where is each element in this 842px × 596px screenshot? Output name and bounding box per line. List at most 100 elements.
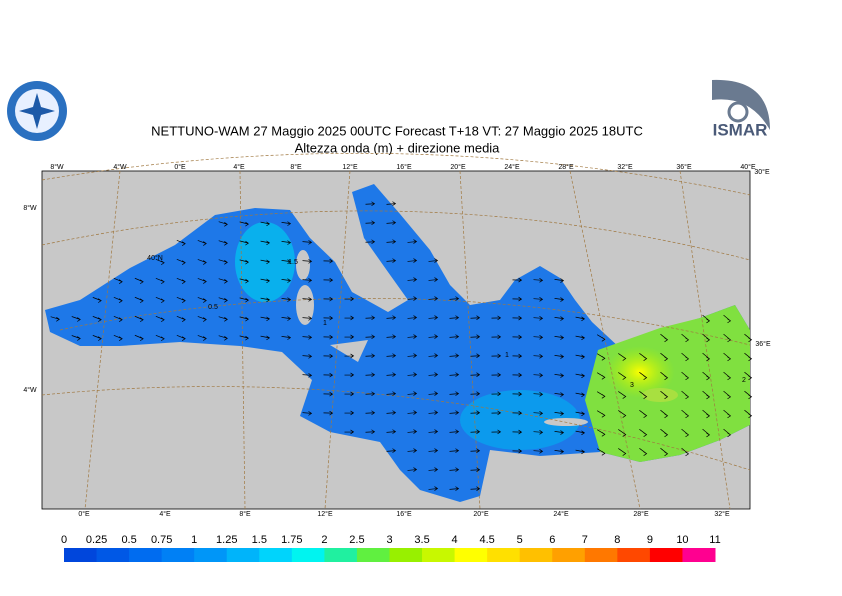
contour-label: 0.5 <box>208 304 218 311</box>
wave-arrow <box>554 373 565 378</box>
wave-arrow <box>554 354 565 359</box>
colorbar-label: 7 <box>582 534 588 546</box>
wave-arrow <box>407 353 418 358</box>
wave-arrow <box>470 429 481 435</box>
wave-arrow <box>512 296 523 302</box>
wave-arrow <box>449 486 460 491</box>
wave-arrow <box>681 390 690 400</box>
colorbar-swatch <box>194 548 228 562</box>
wave-arrow <box>660 352 669 362</box>
wave-arrow <box>596 448 606 456</box>
wave-arrow <box>365 391 376 397</box>
wave-arrow <box>428 258 439 263</box>
wave-arrow <box>344 315 355 321</box>
wave-arrow <box>512 315 523 321</box>
wave-arrow <box>428 353 439 358</box>
wave-arrow <box>386 239 397 244</box>
lon-label: 4°W <box>23 386 37 394</box>
colorbar-label: 0.75 <box>151 534 172 546</box>
lon-label: 16°E <box>396 510 412 518</box>
wave-arrow <box>575 335 586 341</box>
wave-arrow <box>533 373 544 378</box>
wave-arrow <box>407 239 418 244</box>
contour-label: 2 <box>742 377 746 384</box>
wave-arrow <box>344 391 355 397</box>
wave-arrow <box>491 410 502 416</box>
wave-arrow <box>302 411 313 416</box>
wave-arrow <box>660 447 669 457</box>
wave-arrow <box>428 277 439 282</box>
wave-arrow <box>344 429 355 435</box>
lon-label: 16°E <box>396 163 412 171</box>
colorbar-swatch <box>64 548 98 562</box>
wave-arrow <box>239 278 249 284</box>
wave-arrow <box>113 315 123 323</box>
wave-arrow <box>260 240 271 246</box>
wave-arrow <box>596 372 606 380</box>
wave-arrow <box>428 486 439 491</box>
wave-arrow <box>575 449 586 455</box>
lon-label: 36°E <box>755 340 771 348</box>
wave-arrow <box>407 448 418 453</box>
wave-arrow <box>260 259 271 265</box>
wave-arrow <box>470 410 481 416</box>
wave-arrow <box>554 411 565 416</box>
wave-arrow <box>575 392 586 398</box>
wave-arrow <box>218 221 228 227</box>
wave-arrow <box>302 335 313 340</box>
graticule <box>41 152 751 196</box>
wave-arrow <box>197 335 207 341</box>
wave-arrow <box>449 353 460 358</box>
colorbar-swatch <box>422 548 456 562</box>
colorbar-swatch <box>649 548 683 562</box>
wave-arrow <box>323 258 334 264</box>
wave-arrow <box>596 410 606 418</box>
wave-arrow <box>744 390 753 400</box>
colorbar-label: 0.5 <box>121 534 136 546</box>
wave-arrow <box>113 277 123 285</box>
lon-label: 8°W <box>23 204 37 212</box>
wave-arrow <box>365 372 376 378</box>
colorbar-swatch <box>226 548 260 562</box>
lon-label: 20°E <box>450 163 466 171</box>
wave-arrow <box>218 278 228 284</box>
wave-arrow <box>639 353 648 361</box>
wave-arrow <box>449 448 460 453</box>
wave-arrow <box>302 240 313 245</box>
wave-arrow <box>554 297 565 302</box>
wave-arrow <box>239 335 249 341</box>
wave-arrow <box>323 410 334 416</box>
wave-arrow <box>449 467 460 472</box>
wave-arrow <box>71 335 81 341</box>
wave-arrow <box>386 391 397 396</box>
wave-arrow <box>744 409 753 419</box>
lon-label: 8°E <box>290 163 302 171</box>
wave-arrow <box>155 277 165 285</box>
wave-arrow <box>134 277 144 285</box>
wave-arrow <box>50 316 60 322</box>
wave-arrow <box>344 410 355 416</box>
lon-label: 12°E <box>317 510 333 518</box>
graticule <box>41 210 751 261</box>
wave-arrow <box>491 391 502 397</box>
colorbar-swatch <box>324 548 358 562</box>
wave-arrow <box>218 297 228 303</box>
wave-arrow <box>155 258 165 266</box>
wave-arrow <box>428 334 439 339</box>
wave-arrow <box>428 296 439 301</box>
wave-arrow <box>323 353 334 359</box>
wave-arrow <box>723 390 732 400</box>
colorbar-label: 2 <box>321 534 327 546</box>
wave-arrow <box>618 410 627 418</box>
wave-arrow <box>533 278 544 283</box>
wave-arrow <box>281 240 292 245</box>
wave-arrow <box>365 410 376 416</box>
wave-arrow <box>407 334 418 339</box>
wave-arrow <box>323 277 334 283</box>
colorbar-label: 11 <box>709 534 720 546</box>
lon-label: 24°E <box>553 510 569 518</box>
colorbar-label: 1.25 <box>216 534 237 546</box>
wave-arrow <box>281 221 292 226</box>
wave-arrow <box>512 334 523 340</box>
